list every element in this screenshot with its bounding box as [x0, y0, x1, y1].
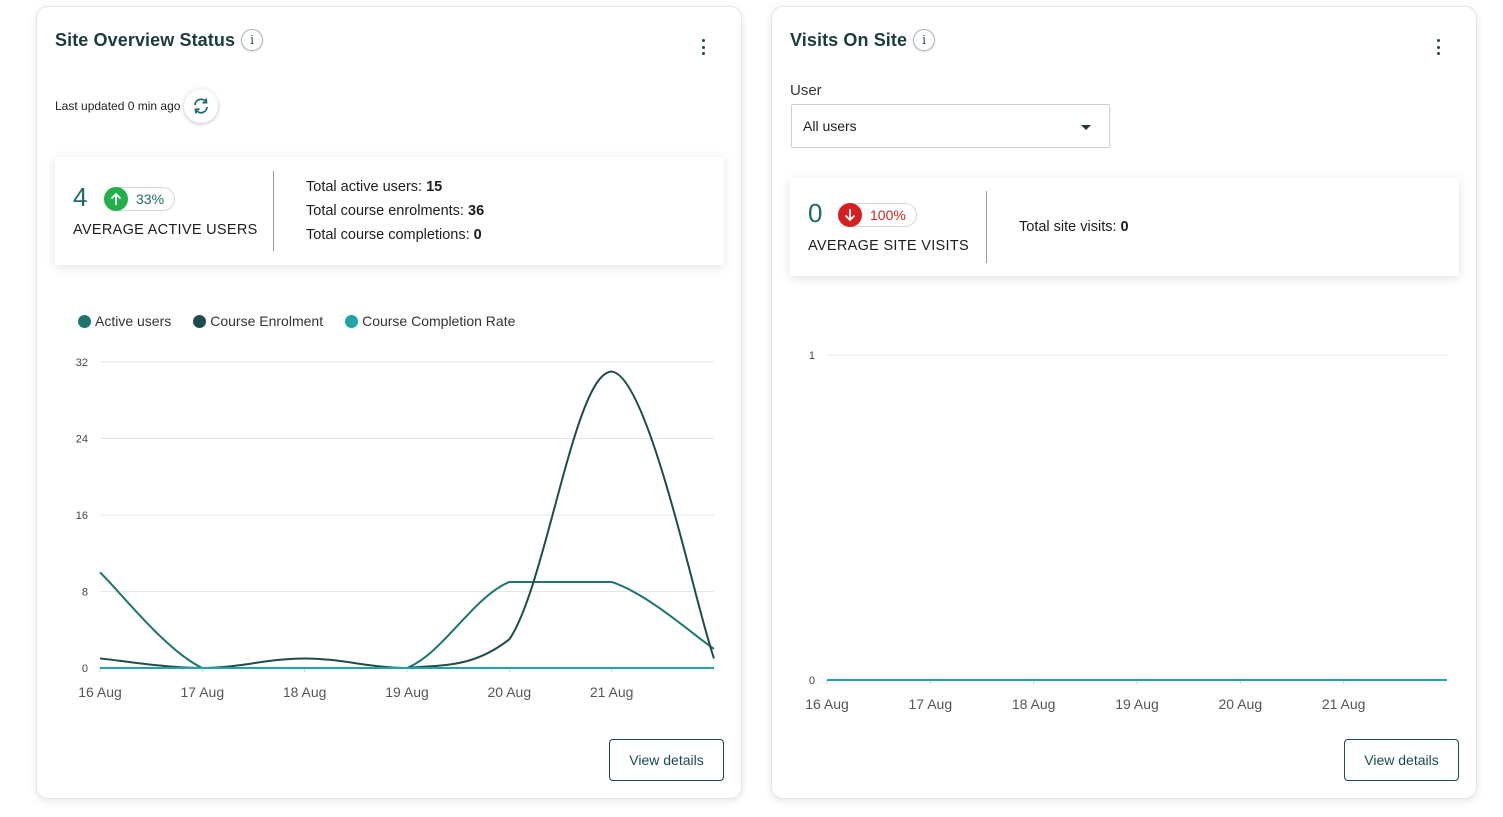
card-title: Visits On Site	[790, 29, 908, 50]
y-tick-label: 0	[809, 675, 815, 687]
x-tick-label: 18 Aug	[1012, 696, 1056, 712]
series-line-course-enrolment	[99, 370, 715, 670]
series-line-active-users	[99, 571, 715, 669]
x-tick-label: 16 Aug	[805, 696, 849, 712]
info-icon[interactable]: i	[241, 29, 264, 51]
info-icon[interactable]: i	[913, 29, 936, 51]
divider	[986, 191, 987, 263]
x-tick-label: 17 Aug	[909, 696, 953, 712]
trend-badge: 33%	[104, 187, 176, 211]
trend-percent: 33%	[136, 191, 165, 207]
legend-course-enrolment[interactable]: Course Enrolment	[193, 313, 323, 329]
total-active-users: Total active users: 15	[306, 179, 443, 195]
x-tick-label: 18 Aug	[283, 684, 327, 700]
view-details-button[interactable]: View details	[609, 739, 724, 781]
last-updated-text: Last updated 0 min ago	[55, 99, 181, 113]
last-updated-row: Last updated 0 min ago	[55, 89, 219, 123]
active-users-summary: 4 33% AVERAGE ACTIVE USERS Total active …	[55, 157, 724, 265]
y-tick-label: 32	[76, 357, 88, 369]
visits-title-row: Visits On Site i	[790, 29, 936, 51]
y-tick-label: 24	[76, 434, 88, 446]
average-value: 0	[808, 198, 823, 228]
x-tick-label: 16 Aug	[78, 684, 122, 700]
average-label: AVERAGE SITE VISITS	[808, 238, 969, 254]
chart-legend: Active users Course Enrolment Course Com…	[78, 313, 515, 329]
x-tick-label: 21 Aug	[590, 684, 634, 700]
x-tick-label: 17 Aug	[181, 684, 225, 700]
kebab-menu-icon[interactable]	[1434, 39, 1442, 55]
trend-percent: 100%	[870, 207, 906, 223]
refresh-icon[interactable]	[184, 89, 219, 123]
site-overview-card: Site Overview Status i Last updated 0 mi…	[36, 6, 742, 799]
user-filter-select[interactable]: All users	[791, 104, 1110, 148]
divider	[273, 171, 274, 251]
y-tick-label: 1	[809, 350, 815, 362]
y-tick-label: 0	[82, 663, 88, 675]
overview-line-chart: 0 8 16 24 32 16 Aug 17 Aug 18 Aug 19 Aug 20 Aug 21…	[76, 357, 715, 700]
arrow-up-icon	[104, 187, 128, 211]
total-course-completions: Total course completions: 0	[306, 227, 482, 243]
card-title: Site Overview Status	[55, 29, 236, 50]
x-tick-label: 20 Aug	[1219, 696, 1263, 712]
total-site-visits: Total site visits: 0	[1019, 219, 1129, 235]
site-overview-title-row: Site Overview Status i	[55, 29, 264, 51]
chevron-down-icon	[1081, 125, 1091, 130]
totals-list: Total site visits: 0	[1019, 215, 1129, 239]
visits-line-chart: 0 1 16 Aug 17 Aug 18 Aug 19 Aug 20 Aug 21 Aug	[805, 350, 1448, 712]
totals-list: Total active users: 15 Total course enro…	[306, 175, 484, 247]
site-visits-summary: 0 100% AVERAGE SITE VISITS Total site vi…	[790, 178, 1459, 276]
y-tick-label: 16	[76, 510, 88, 522]
average-label: AVERAGE ACTIVE USERS	[73, 222, 258, 238]
total-course-enrolments: Total course enrolments: 36	[306, 203, 485, 219]
arrow-down-icon	[838, 203, 862, 227]
x-tick-label: 19 Aug	[1115, 696, 1159, 712]
x-tick-label: 19 Aug	[385, 684, 429, 700]
legend-course-completion-rate[interactable]: Course Completion Rate	[345, 313, 515, 329]
legend-active-users[interactable]: Active users	[78, 313, 171, 329]
visits-card: Visits On Site i User All users 0 100% A…	[771, 6, 1477, 799]
trend-badge: 100%	[838, 203, 917, 227]
kebab-menu-icon[interactable]	[699, 39, 707, 55]
user-filter-label: User	[790, 82, 822, 99]
average-value: 4	[73, 182, 88, 212]
user-filter-value: All users	[803, 118, 857, 134]
x-tick-label: 20 Aug	[488, 684, 532, 700]
view-details-button[interactable]: View details	[1344, 739, 1459, 781]
y-tick-label: 8	[82, 587, 88, 599]
x-tick-label: 21 Aug	[1322, 696, 1366, 712]
